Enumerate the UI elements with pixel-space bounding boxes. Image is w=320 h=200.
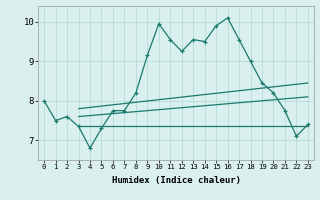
X-axis label: Humidex (Indice chaleur): Humidex (Indice chaleur) — [111, 176, 241, 185]
